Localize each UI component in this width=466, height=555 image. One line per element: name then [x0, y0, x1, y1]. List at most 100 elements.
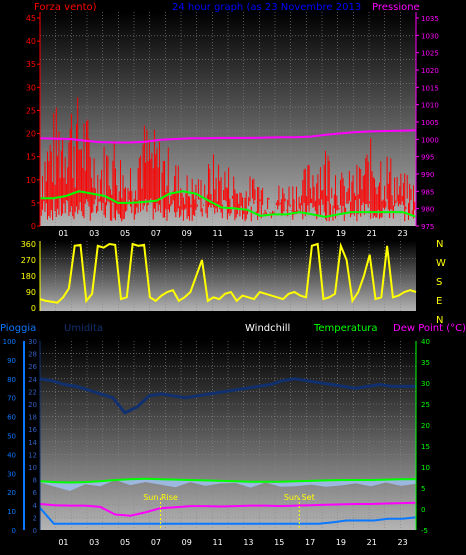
hour-axis-ticks-top: 01 03 05 07 09 11 13 15 17 19 21 23	[58, 229, 407, 238]
hour-tick-label: 21	[367, 538, 377, 547]
rain-tick-label: 40	[7, 451, 16, 459]
hour-tick-label: 19	[336, 229, 346, 238]
hour-tick-label: 03	[89, 229, 99, 238]
temperature-tick-label: 5	[421, 485, 425, 493]
compass-label: N	[436, 239, 443, 250]
humidity-tick-label: 18	[28, 414, 37, 422]
pressure-tick-label: 1005	[421, 119, 439, 127]
wind-tick-label: 30	[26, 83, 36, 92]
rain-tick-label: 70	[7, 395, 16, 403]
hour-tick-label: 09	[182, 538, 192, 547]
pressure-tick-label: 1030	[421, 32, 439, 40]
rain-tick-label: 50	[7, 433, 16, 441]
hour-tick-label: 03	[89, 538, 99, 547]
hour-tick-label: 19	[336, 538, 346, 547]
windchill-title: Windchill	[245, 323, 290, 334]
series-wind-direction	[39, 241, 417, 304]
direction-tick-label: 90	[26, 288, 36, 297]
humidity-tick-label: 12	[28, 451, 37, 459]
hour-tick-label: 07	[151, 538, 161, 547]
wind-tick-label: 15	[26, 153, 36, 162]
wind-tick-label: 5	[31, 199, 36, 208]
hour-tick-label: 13	[243, 538, 253, 547]
direction-tick-label: 360	[21, 240, 36, 249]
series-rain	[39, 507, 417, 525]
humidity-tick-label: 28	[28, 351, 37, 359]
temperature-tick-label: 0	[421, 506, 425, 514]
wind-tick-label: 35	[26, 60, 36, 69]
humidity-tick-label: 26	[28, 363, 37, 371]
hour-tick-label: 07	[151, 229, 161, 238]
pressure-tick-label: 985	[421, 188, 434, 196]
pressure-tick-label: 1010	[421, 102, 439, 110]
wind-tick-label: 45	[26, 14, 36, 23]
temperature-axis-ticks: -5 0 5 10 15 20 25 30 35 40	[421, 338, 430, 535]
sun-marker-label: Sun Set	[284, 493, 315, 502]
humidity-title: Umidita	[64, 323, 103, 334]
temperature-tick-label: 10	[421, 464, 430, 472]
pressure-tick-label: 1020	[421, 67, 439, 75]
hour-axis-ticks-bottom: 01 03 05 07 09 11 13 15 17 19 21 23	[58, 538, 407, 547]
humidity-tick-label: 8	[33, 477, 37, 485]
series-wind-average	[40, 190, 417, 218]
hour-tick-label: 01	[58, 229, 68, 238]
humidity-tick-label: 2	[33, 514, 37, 522]
wind-tick-label: 10	[26, 176, 36, 185]
humidity-tick-label: 20	[28, 401, 37, 409]
pressure-tick-label: 975	[421, 223, 434, 231]
pressure-axis-ticks: 975 980 985 990 995 1000 1005 1010 1015 1020 1025 1…	[416, 15, 439, 231]
hour-tick-label: 15	[274, 538, 284, 547]
hour-tick-label: 17	[305, 538, 315, 547]
compass-label: E	[436, 296, 442, 307]
rain-tick-label: 80	[7, 376, 16, 384]
wind-axis-ticks: 0 5 10 15 20 25 30 35 40 45	[26, 14, 40, 231]
humidity-tick-label: 24	[28, 376, 37, 384]
wind-tick-label: 0	[31, 222, 36, 231]
temperature-tick-label: 40	[421, 338, 430, 346]
sun-marker-label: Sun Rise	[143, 493, 178, 502]
series-dew-point	[39, 501, 417, 517]
hour-tick-label: 21	[367, 229, 377, 238]
temperature-tick-label: 25	[421, 401, 430, 409]
pressure-tick-label: 980	[421, 206, 434, 214]
hour-tick-label: 23	[397, 229, 407, 238]
series-temperature	[39, 477, 416, 484]
hour-tick-label: 15	[274, 229, 284, 238]
temperature-tick-label: 35	[421, 359, 430, 367]
humidity-tick-label: 0	[33, 527, 37, 535]
hour-tick-label: 09	[182, 229, 192, 238]
humidity-tick-label: 14	[28, 439, 37, 447]
rain-tick-label: 0	[12, 527, 16, 535]
wind-force-title: Forza vento)	[34, 2, 97, 13]
graph-header-title: 24 hour graph (as 23 Novembre 2013	[172, 2, 361, 13]
hour-tick-label: 05	[120, 538, 130, 547]
pressure-title: Pressione	[372, 2, 420, 13]
rain-tick-label: 90	[7, 357, 16, 365]
humidity-tick-label: 6	[33, 489, 38, 497]
rain-tick-label: 100	[3, 338, 16, 346]
direction-series	[39, 241, 417, 304]
wind-tick-label: 20	[26, 130, 36, 139]
sun-annotations: Sun Rise Sun Set	[143, 493, 315, 530]
hour-tick-label: 01	[58, 538, 68, 547]
hour-tick-label: 05	[120, 229, 130, 238]
hour-tick-label: 17	[305, 229, 315, 238]
rain-tick-label: 10	[7, 508, 16, 516]
rain-tick-label: 30	[7, 470, 16, 478]
plot-area-climate	[40, 341, 416, 530]
pressure-tick-label: 1025	[421, 50, 439, 58]
wind-tick-label: 25	[26, 106, 36, 115]
dew-point-title: Dew Point (°C)	[393, 323, 466, 334]
rain-title: Pioggia	[0, 323, 36, 334]
pressure-tick-label: 1015	[421, 84, 439, 92]
humidity-tick-label: 4	[33, 502, 38, 510]
pressure-tick-label: 990	[421, 171, 434, 179]
humidity-tick-label: 22	[28, 388, 37, 396]
direction-tick-label: 180	[21, 272, 36, 281]
direction-axis-ticks: 0 90 180 270 360	[21, 240, 36, 313]
humidity-tick-label: 30	[28, 338, 37, 346]
pressure-tick-label: 1035	[421, 15, 439, 23]
temperature-title: Temperatura	[313, 323, 378, 334]
